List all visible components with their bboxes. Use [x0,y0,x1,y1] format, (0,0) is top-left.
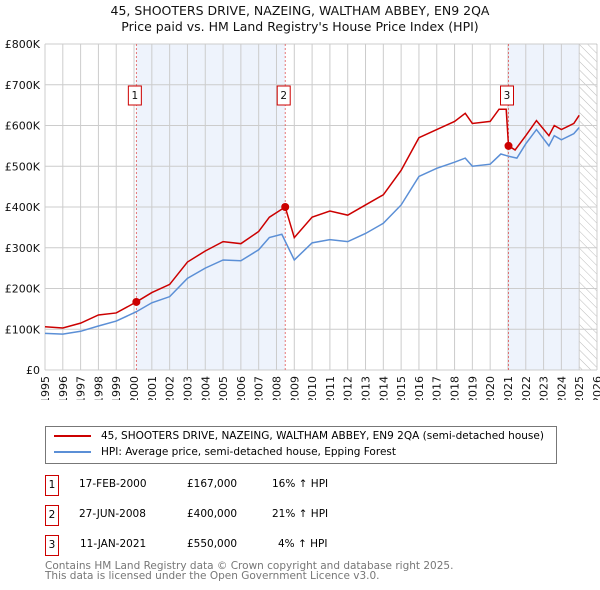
sale-point [132,297,141,306]
y-tick-label: £300K [5,242,41,255]
price-paid-line [44,108,580,329]
transaction-hpi: 21% ↑ HPI [272,508,329,520]
y-tick-label: £0 [26,364,40,377]
y-tick-label: £400K [5,201,41,214]
legend-item-hpi: HPI: Average price, semi-detached house,… [54,446,396,458]
x-tick-label: 2018 [449,376,462,400]
y-tick-label: £500K [5,160,41,173]
x-tick-label: 2009 [288,376,301,400]
marker-label: 2 [280,90,287,102]
transaction-date: 27-JUN-2008 [79,508,146,520]
transaction-number: 1 [45,475,59,496]
legend-item-property: 45, SHOOTERS DRIVE, NAZEING, WALTHAM ABB… [54,430,544,442]
x-tick-label: 2005 [217,376,230,400]
x-tick-label: 2002 [164,376,177,400]
transaction-date: 17-FEB-2000 [79,478,147,490]
x-tick-label: 1995 [39,376,52,400]
hpi-line [44,127,580,335]
chart-title: 45, SHOOTERS DRIVE, NAZEING, WALTHAM ABB… [110,3,490,18]
marker-label: 3 [504,90,511,102]
footer-copyright: Contains HM Land Registry data © Crown c… [45,560,454,572]
marker-box [276,85,291,106]
transaction-hpi: 4% ↑ HPI [278,538,328,550]
x-tick-label: 2021 [502,376,515,400]
transaction-price: £550,000 [187,538,238,550]
x-tick-label: 2024 [555,376,568,400]
y-tick-label: £100K [5,323,41,336]
legend-swatch-blue [54,451,91,453]
x-tick-label: 2010 [306,376,319,400]
x-tick-label: 2008 [270,376,283,400]
x-tick-label: 2012 [342,376,355,400]
transaction-price: £167,000 [187,478,238,490]
sale-point [504,141,513,150]
x-tick-label: 2016 [413,376,426,400]
y-tick-label: £700K [5,79,41,92]
x-tick-label: 2025 [573,376,586,400]
x-tick-label: 2020 [484,376,497,400]
price-chart: 1995 1996 1997 1998 1999 2000 2001 2002 2003 2004… [5,38,600,400]
x-tick-label: 2011 [324,376,337,400]
x-tick-label: 1997 [75,376,88,400]
y-tick-label: £800K [5,38,41,51]
x-tick-label: 2015 [395,376,408,400]
legend-label: 45, SHOOTERS DRIVE, NAZEING, WALTHAM ABB… [101,430,544,442]
marker-box [500,85,515,106]
footer: Contains HM Land Registry data © Crown c… [45,560,454,582]
transaction-price: £400,000 [187,508,238,520]
legend: 45, SHOOTERS DRIVE, NAZEING, WALTHAM ABB… [45,426,557,464]
x-tick-label: 1999 [110,376,123,400]
x-tick-label: 2004 [199,376,212,400]
x-tick-label: 1998 [92,376,105,400]
chart-subtitle: Price paid vs. HM Land Registry's House … [121,19,479,34]
footer-licence: This data is licensed under the Open Gov… [45,570,380,582]
marker-box [127,85,142,106]
x-tick-label: 2006 [235,376,248,400]
x-tick-label: 2017 [431,376,444,400]
legend-label: HPI: Average price, semi-detached house,… [101,446,396,458]
transaction-number: 2 [45,505,59,526]
x-tick-label: 2026 [591,376,600,400]
x-tick-label: 1996 [57,376,70,400]
x-tick-label: 2022 [520,376,533,400]
x-tick-label: 2001 [146,376,159,400]
transaction-date: 11-JAN-2021 [80,538,147,550]
x-tick-label: 2003 [181,376,194,400]
sale-point [281,203,290,211]
x-tick-label: 2014 [377,376,390,400]
y-tick-label: £600K [5,120,41,133]
x-tick-label: 2023 [538,376,551,400]
transaction-hpi: 16% ↑ HPI [272,478,329,490]
marker-label: 1 [132,90,139,102]
y-tick-label: £200K [5,283,41,296]
x-tick-label: 2007 [253,376,266,400]
transaction-number: 3 [45,535,59,556]
legend-swatch-red [54,435,91,437]
x-tick-label: 2000 [128,376,141,400]
x-tick-label: 2013 [360,376,373,400]
x-tick-label: 2019 [466,376,479,400]
